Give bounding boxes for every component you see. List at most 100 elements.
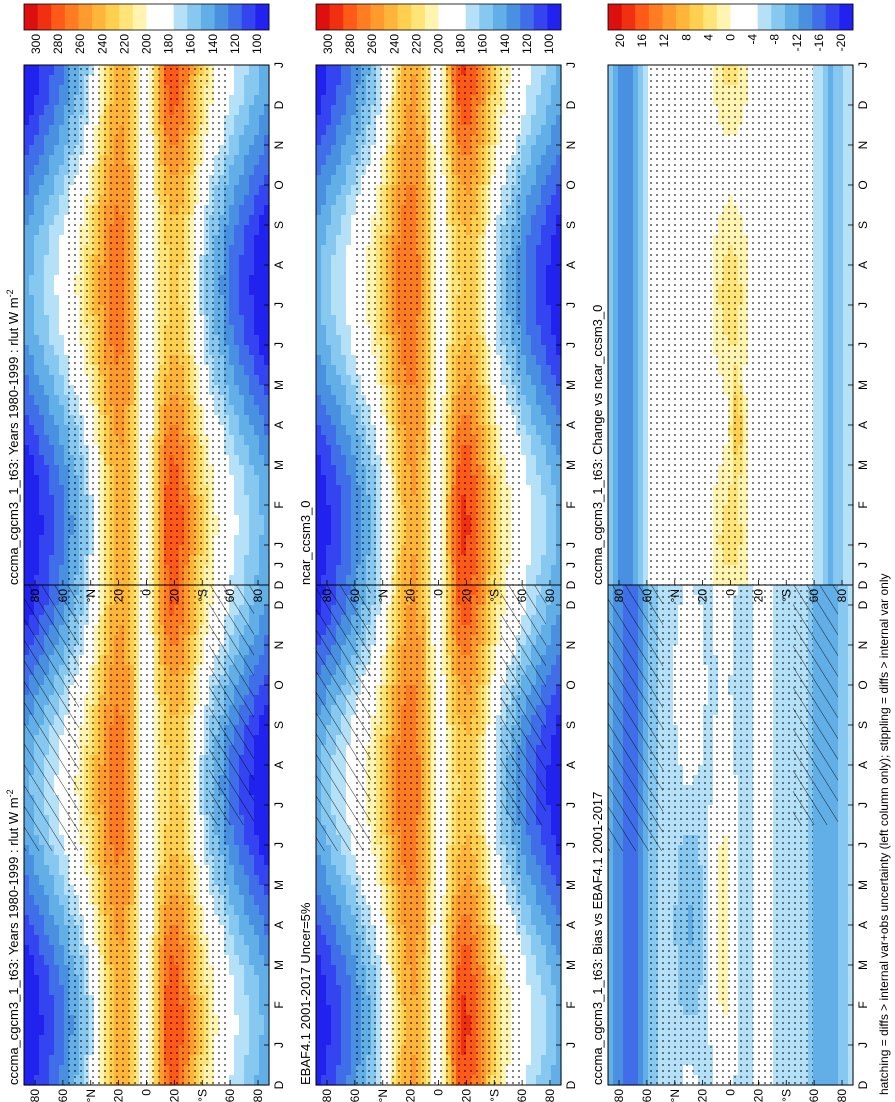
heatmap-cell xyxy=(24,195,30,206)
heatmap-cell xyxy=(254,655,260,666)
heatmap-cell xyxy=(29,445,35,456)
heatmap-cell xyxy=(54,875,60,886)
heatmap-cell xyxy=(254,1025,260,1036)
heatmap-cell xyxy=(229,535,235,546)
heatmap-cell xyxy=(244,475,250,486)
heatmap-cell xyxy=(249,855,255,866)
heatmap-cell xyxy=(59,335,65,346)
heatmap-cell xyxy=(54,905,60,916)
heatmap-cell xyxy=(244,165,250,176)
heatmap-cell xyxy=(49,85,55,96)
heatmap-cell xyxy=(249,925,255,936)
heatmap-cell xyxy=(54,215,60,226)
heatmap-cell xyxy=(39,205,45,216)
heatmap-cell xyxy=(244,65,250,76)
heatmap-cell xyxy=(254,1075,260,1086)
heatmap-cell xyxy=(29,1075,35,1086)
heatmap-cell xyxy=(39,485,45,496)
heatmap-cell xyxy=(39,255,45,266)
heatmap-cell xyxy=(29,235,35,246)
lat-tick-label: 20 xyxy=(167,1089,181,1102)
heatmap-cell xyxy=(59,255,65,266)
heatmap-cell xyxy=(44,165,50,176)
heatmap-cell xyxy=(34,155,40,166)
heatmap-cell xyxy=(244,415,250,426)
heatmap-cell xyxy=(239,845,245,856)
heatmap-cell xyxy=(239,935,245,946)
heatmap-cell xyxy=(24,1055,30,1066)
heatmap-cell xyxy=(29,315,35,326)
heatmap-cell xyxy=(239,1015,245,1026)
heatmap-cell xyxy=(49,435,55,446)
heatmap-cell xyxy=(239,1065,245,1076)
heatmap-cell xyxy=(239,915,245,926)
heatmap-cell xyxy=(54,885,60,896)
heatmap-cell xyxy=(234,1055,240,1066)
heatmap-cell xyxy=(34,225,40,236)
heatmap-cell xyxy=(234,165,240,176)
heatmap-cell xyxy=(234,435,240,446)
heatmap-cell xyxy=(59,315,65,326)
lat-tick-label: 60 xyxy=(56,1089,70,1102)
heatmap-cell xyxy=(39,535,45,546)
heatmap-cell xyxy=(39,245,45,256)
heatmap-cell xyxy=(59,395,65,406)
heatmap-cell xyxy=(39,145,45,156)
heatmap-cell xyxy=(259,625,265,636)
heatmap-cell xyxy=(24,365,30,376)
heatmap-cell xyxy=(54,1075,60,1086)
heatmap-cell xyxy=(24,185,30,196)
heatmap-cell xyxy=(49,395,55,406)
heatmap-cell xyxy=(244,175,250,186)
heatmap-cell xyxy=(39,875,45,886)
heatmap-cell xyxy=(234,835,240,846)
heatmap-cell xyxy=(229,455,235,466)
heatmap-cell xyxy=(249,1075,255,1086)
heatmap-cell xyxy=(44,895,50,906)
heatmap-cell xyxy=(229,115,235,126)
heatmap-cell xyxy=(239,285,245,296)
heatmap-cell xyxy=(24,485,30,496)
heatmap-cell xyxy=(49,215,55,226)
heatmap-cell xyxy=(39,565,45,576)
heatmap-cell xyxy=(229,405,235,416)
heatmap-cell xyxy=(49,925,55,936)
heatmap-cell xyxy=(34,385,40,396)
heatmap-cell xyxy=(259,665,265,676)
heatmap-cell xyxy=(244,95,250,106)
heatmap-cell xyxy=(254,695,260,706)
heatmap-cell xyxy=(39,405,45,416)
lat-tick-label: 20 xyxy=(112,1089,126,1102)
heatmap-cell xyxy=(229,85,235,96)
heatmap-cell xyxy=(234,215,240,226)
heatmap-cell xyxy=(54,945,60,956)
heatmap-cell xyxy=(39,965,45,976)
heatmap-cell xyxy=(244,315,250,326)
heatmap-cell xyxy=(29,545,35,556)
heatmap-cell xyxy=(234,225,240,236)
heatmap-cell xyxy=(59,485,65,496)
heatmap-cell xyxy=(24,315,30,326)
heatmap-cell xyxy=(54,95,60,106)
heatmap-cell xyxy=(249,195,255,206)
heatmap-cell xyxy=(24,65,30,76)
heatmap-cell xyxy=(254,625,260,636)
heatmap-cell xyxy=(24,425,30,436)
heatmap-cell xyxy=(39,505,45,516)
heatmap-cell xyxy=(24,535,30,546)
heatmap-cell xyxy=(59,265,65,276)
heatmap-cell xyxy=(234,85,240,96)
heatmap-cell xyxy=(44,565,50,576)
heatmap-cell xyxy=(29,365,35,376)
heatmap-cell xyxy=(29,865,35,876)
heatmap-cell xyxy=(44,115,50,126)
heatmap-cell xyxy=(234,305,240,316)
heatmap-cell xyxy=(34,925,40,936)
heatmap-cell xyxy=(249,105,255,116)
heatmap-cell xyxy=(29,225,35,236)
heatmap-cell xyxy=(24,395,30,406)
heatmap-cell xyxy=(239,95,245,106)
heatmap-cell xyxy=(44,475,50,486)
heatmap-cell xyxy=(39,395,45,406)
